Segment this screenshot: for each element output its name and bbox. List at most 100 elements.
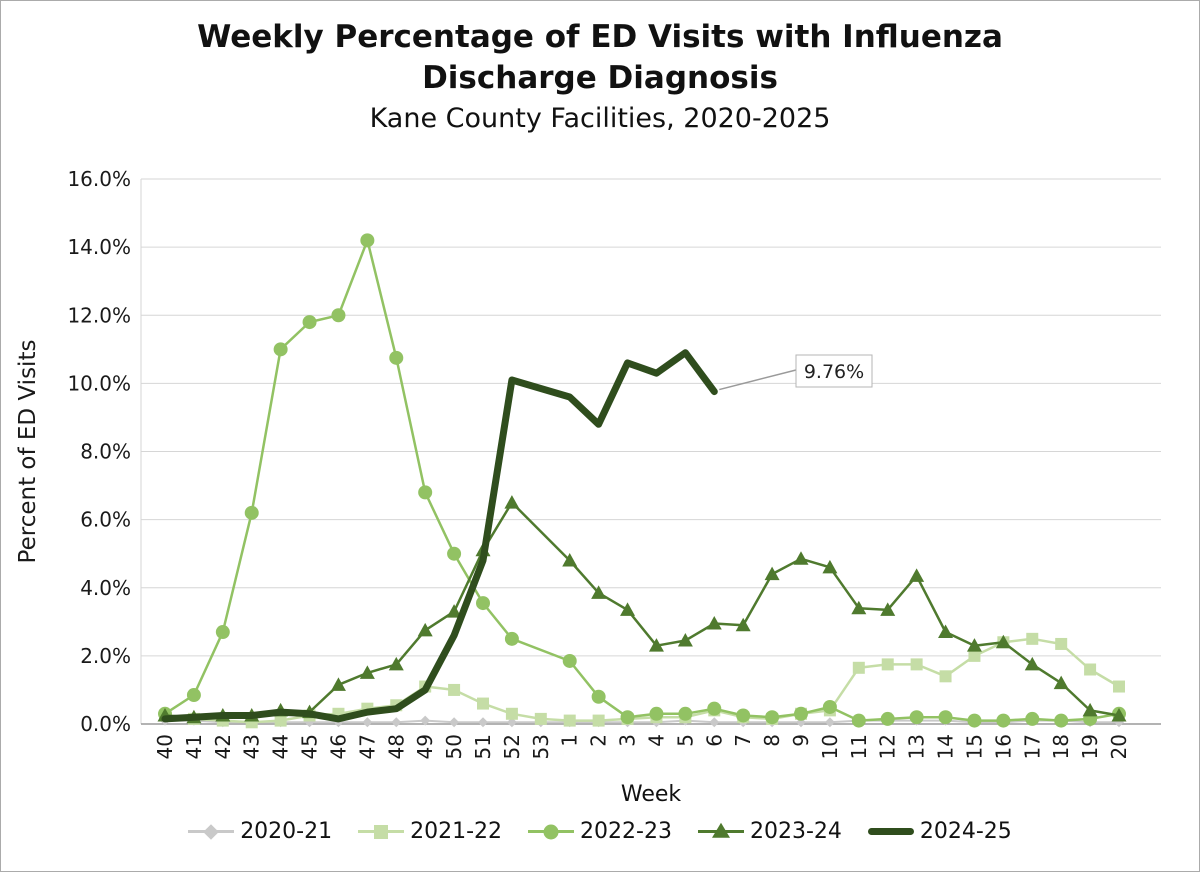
x-tick-label: 50	[442, 734, 466, 759]
x-tick-label: 11	[847, 734, 871, 759]
series-marker-2022-23	[938, 710, 953, 725]
series-marker-2023-24	[388, 656, 404, 671]
y-tick-label: 16.0%	[67, 167, 131, 191]
series-marker-2022-23	[996, 713, 1011, 728]
series-line-2020-21	[164, 719, 1120, 724]
series-marker-2021-22	[968, 649, 981, 662]
chart-subtitle: Kane County Facilities, 2020-2025	[369, 103, 831, 134]
x-tick-label: 20	[1107, 734, 1131, 759]
x-tick-label: 18	[1049, 734, 1073, 759]
legend-item-2022-23: 2022-23	[528, 819, 672, 844]
series-marker-2021-22	[1084, 663, 1097, 676]
square-marker-icon	[358, 823, 405, 841]
series-marker-2023-24	[620, 602, 636, 616]
x-tick-label: 4	[644, 734, 668, 747]
series-marker-2022-23	[794, 706, 808, 721]
x-tick-label: 8	[760, 734, 784, 747]
legend-label: 2020-21	[240, 819, 333, 844]
y-tick-label: 10.0%	[67, 371, 131, 395]
x-tick-label: 45	[298, 734, 322, 759]
series-marker-2022-23	[591, 689, 606, 704]
annotation-label: 9.76%	[804, 361, 864, 383]
series-marker-2021-22	[505, 707, 518, 720]
series-marker-2022-23	[273, 342, 288, 357]
series-marker-2020-21	[506, 717, 517, 728]
series-marker-2023-24	[1024, 656, 1040, 671]
series-marker-2022-23	[504, 631, 519, 646]
series-marker-2023-24	[446, 604, 462, 618]
series-marker-2021-22	[1026, 632, 1039, 645]
series-marker-2022-23	[447, 546, 462, 561]
series-marker-2023-24	[995, 634, 1011, 649]
series-marker-2021-22	[563, 714, 576, 727]
x-tick-label: 17	[1020, 734, 1044, 759]
series-marker-2020-21	[362, 717, 373, 728]
x-tick-label: 40	[153, 734, 177, 759]
x-tick-label: 2	[587, 734, 611, 747]
series-marker-2022-23	[880, 711, 895, 726]
series-marker-2022-23	[389, 350, 404, 365]
series-marker-2023-24	[562, 553, 578, 567]
x-tick-label: 46	[326, 734, 350, 759]
legend-label: 2022-23	[580, 819, 672, 844]
series-marker-2023-24	[793, 551, 809, 565]
series-marker-2023-24	[706, 616, 722, 630]
series-marker-2023-24	[677, 633, 693, 647]
series-marker-2022-23	[909, 710, 924, 725]
series-marker-2022-23	[1054, 713, 1069, 728]
y-tick-label: 0.0%	[80, 712, 131, 736]
series-marker-2021-22	[274, 714, 287, 727]
y-tick-label: 12.0%	[67, 303, 131, 327]
x-tick-label: 43	[240, 734, 264, 759]
x-tick-label: 49	[413, 734, 437, 759]
chart-header: Weekly Percentage of ED Visits with Infl…	[1, 17, 1199, 134]
x-tick-label: 42	[211, 734, 235, 759]
y-axis-title: Percent of ED Visits	[15, 340, 41, 564]
series-marker-2022-23	[562, 653, 577, 668]
x-tick-label: 5	[673, 734, 697, 747]
series-marker-2022-23	[360, 233, 375, 248]
y-tick-label: 2.0%	[80, 644, 131, 668]
series-marker-2021-22	[1113, 680, 1125, 693]
x-tick-label: 13	[905, 734, 929, 759]
series-marker-2020-21	[709, 717, 720, 728]
triangle-marker-icon	[697, 822, 744, 841]
series-marker-2022-23	[476, 596, 490, 611]
series-marker-2020-21	[824, 717, 835, 728]
thick-line-marker-icon	[867, 823, 914, 841]
series-marker-2021-22	[1055, 637, 1068, 650]
series-marker-2023-24	[909, 568, 925, 582]
legend-item-2020-21: 2020-21	[188, 819, 332, 844]
x-tick-label: 41	[182, 734, 206, 759]
series-marker-2023-24	[822, 559, 838, 574]
x-tick-label: 10	[818, 734, 842, 759]
series-marker-2023-24	[1053, 675, 1069, 690]
series-marker-2020-21	[449, 717, 460, 728]
series-marker-2022-23	[302, 315, 317, 330]
circle-marker-icon	[528, 823, 575, 841]
series-marker-2020-21	[420, 715, 431, 726]
series-marker-2020-21	[478, 717, 488, 728]
x-axis-title: Week	[620, 782, 682, 807]
x-tick-label: 52	[500, 734, 524, 759]
series-marker-2022-23	[186, 688, 201, 703]
legend-label: 2021-22	[410, 819, 503, 844]
x-tick-label: 1	[558, 734, 582, 747]
x-tick-label: 44	[269, 734, 293, 759]
series-marker-2021-22	[477, 697, 489, 710]
chart-legend: 2020-21 2021-22 2022-23 2023-24 2024-25	[1, 819, 1199, 844]
series-marker-2020-21	[391, 717, 402, 728]
series-marker-2022-23	[765, 710, 780, 725]
y-tick-label: 8.0%	[80, 440, 131, 464]
series-marker-2022-23	[678, 706, 693, 721]
series-marker-2023-24	[764, 566, 780, 581]
y-tick-label: 6.0%	[80, 508, 131, 532]
series-marker-2023-24	[851, 600, 867, 615]
legend-label: 2023-24	[749, 819, 842, 844]
series-marker-2022-23	[215, 625, 230, 640]
series-marker-2023-24	[330, 677, 346, 691]
x-tick-label: 15	[962, 734, 986, 759]
series-line-2023-24	[163, 501, 1121, 719]
annotation-leader-line	[719, 369, 797, 391]
